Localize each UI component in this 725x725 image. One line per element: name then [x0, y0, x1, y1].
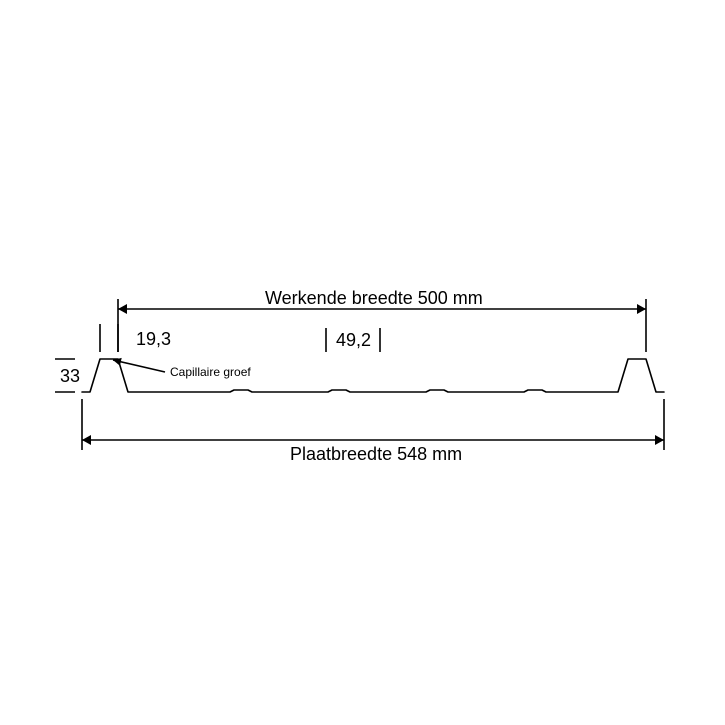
- drawing-svg: 33 Werkende breedte 500 mm Plaatbreedte 54…: [0, 0, 725, 725]
- rib-top-label: 19,3: [136, 329, 171, 349]
- plate-width-label: Plaatbreedte 548 mm: [290, 444, 462, 464]
- working-width-label: Werkende breedte 500 mm: [265, 288, 483, 308]
- technical-drawing: 33 Werkende breedte 500 mm Plaatbreedte 54…: [0, 0, 725, 725]
- groove-label: Capillaire groef: [170, 365, 251, 379]
- center-dim-label: 49,2: [336, 330, 371, 350]
- height-label: 33: [60, 366, 80, 386]
